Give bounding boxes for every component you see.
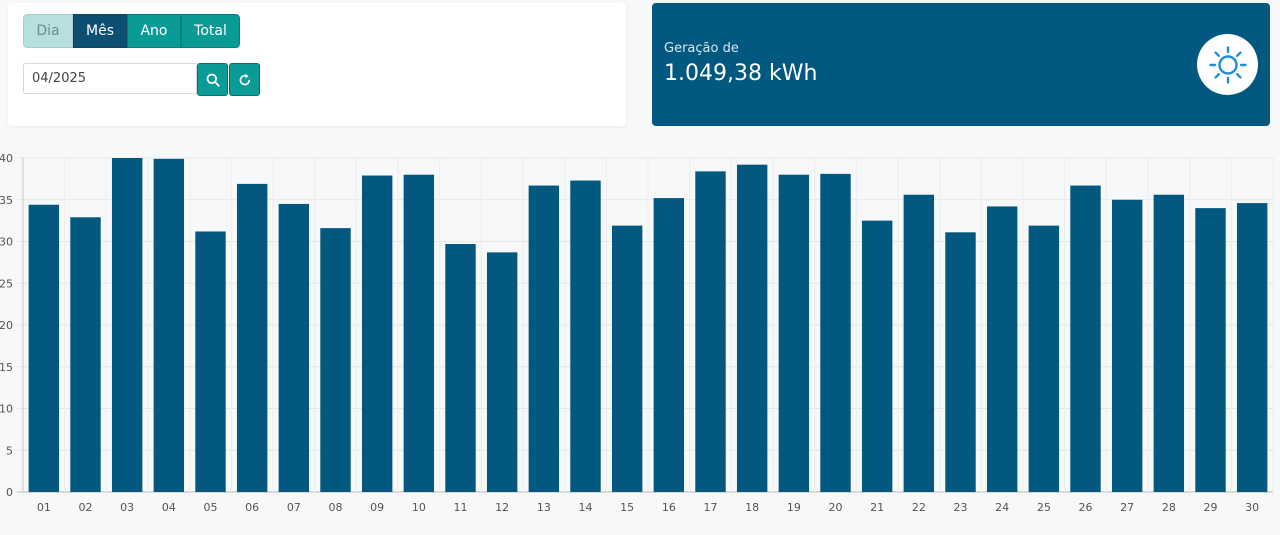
x-tick-label: 08 [329, 501, 343, 514]
x-tick-label: 03 [120, 501, 134, 514]
bar-27 [1111, 199, 1143, 492]
y-tick-label: 30 [0, 236, 13, 249]
bar-13 [528, 185, 560, 492]
x-tick-label: 11 [454, 501, 468, 514]
bar-20 [820, 173, 851, 493]
x-tick-label: 09 [370, 501, 384, 514]
refresh-icon [239, 73, 250, 85]
x-tick-label: 06 [245, 501, 259, 514]
x-tick-label: 01 [37, 501, 51, 514]
bar-23 [945, 232, 976, 492]
x-tick-label: 23 [954, 501, 968, 514]
bar-02 [70, 217, 101, 492]
x-tick-label: 16 [662, 501, 676, 514]
bar-11 [445, 244, 476, 492]
bar-08 [320, 228, 351, 492]
bar-29 [1195, 208, 1226, 492]
x-tick-label: 28 [1162, 501, 1176, 514]
generation-label: Geração de [664, 41, 739, 56]
bar-26 [1070, 185, 1101, 492]
x-tick-label: 07 [287, 501, 301, 514]
generation-card: Geração de 1.049,38 kWh [652, 3, 1270, 126]
x-tick-label: 25 [1037, 501, 1051, 514]
bar-22 [903, 194, 935, 493]
bar-14 [570, 180, 601, 493]
bar-18 [736, 164, 768, 492]
month-input[interactable] [23, 63, 197, 94]
bar-16 [653, 198, 685, 492]
bar-15 [611, 225, 643, 492]
x-tick-label: 30 [1245, 501, 1259, 514]
y-tick-label: 40 [0, 152, 13, 165]
x-tick-label: 15 [620, 501, 634, 514]
x-tick-label: 13 [537, 501, 551, 514]
bar-17 [695, 171, 726, 493]
daily-generation-chart: 0 5 10 15 20 25 30 35 40 01 02 03 04 05 06 07 08 09 10 11 12… [0, 140, 1280, 535]
tab-dia[interactable]: Dia [23, 14, 73, 48]
x-tick-label: 29 [1204, 501, 1218, 514]
x-tick-label: 14 [579, 501, 593, 514]
x-tick-label: 26 [1079, 501, 1093, 514]
x-tick-label: 10 [412, 501, 426, 514]
bar-21 [861, 220, 893, 492]
tab-ano[interactable]: Ano [127, 14, 181, 48]
x-tick-label: 05 [204, 501, 218, 514]
sun-badge [1197, 34, 1258, 95]
y-tick-label: 25 [0, 277, 13, 290]
x-tick-label: 22 [912, 501, 926, 514]
bar-12 [486, 252, 518, 492]
bar-01 [28, 204, 60, 492]
x-tick-label: 27 [1120, 501, 1134, 514]
bar-04 [153, 158, 185, 492]
bar-25 [1028, 225, 1060, 492]
x-tick-label: 02 [79, 501, 93, 514]
x-tick-label: 18 [745, 501, 759, 514]
x-tick-label: 20 [829, 501, 843, 514]
filter-card: Dia Mês Ano Total [8, 3, 626, 126]
x-tick-label: 21 [870, 501, 884, 514]
y-tick-label: 5 [6, 444, 13, 457]
x-tick-label: 12 [495, 501, 509, 514]
tab-mes[interactable]: Mês [73, 14, 127, 48]
tab-total[interactable]: Total [181, 14, 240, 48]
bar-19 [778, 174, 810, 492]
bar-07 [278, 203, 310, 493]
y-tick-label: 0 [6, 486, 13, 499]
bar-06 [236, 183, 268, 492]
period-tabs: Dia Mês Ano Total [23, 14, 240, 48]
bar-09 [361, 175, 393, 492]
bar-03 [111, 158, 143, 492]
y-tick-label: 15 [0, 361, 13, 374]
sun-icon [1208, 45, 1247, 84]
search-button[interactable] [197, 63, 228, 96]
generation-value: 1.049,38 kWh [664, 61, 818, 86]
x-tick-label: 04 [162, 501, 176, 514]
x-tick-label: 19 [787, 501, 801, 514]
search-icon [206, 73, 220, 87]
bar-28 [1153, 194, 1185, 493]
y-tick-label: 35 [0, 194, 13, 207]
bar-30 [1236, 203, 1268, 492]
refresh-button[interactable] [229, 63, 260, 96]
bar-10 [403, 174, 435, 492]
bar-05 [195, 231, 226, 492]
x-tick-label: 24 [995, 501, 1009, 514]
y-tick-label: 10 [0, 403, 13, 416]
y-tick-label: 20 [0, 319, 13, 332]
x-tick-label: 17 [704, 501, 718, 514]
bar-24 [986, 206, 1018, 492]
